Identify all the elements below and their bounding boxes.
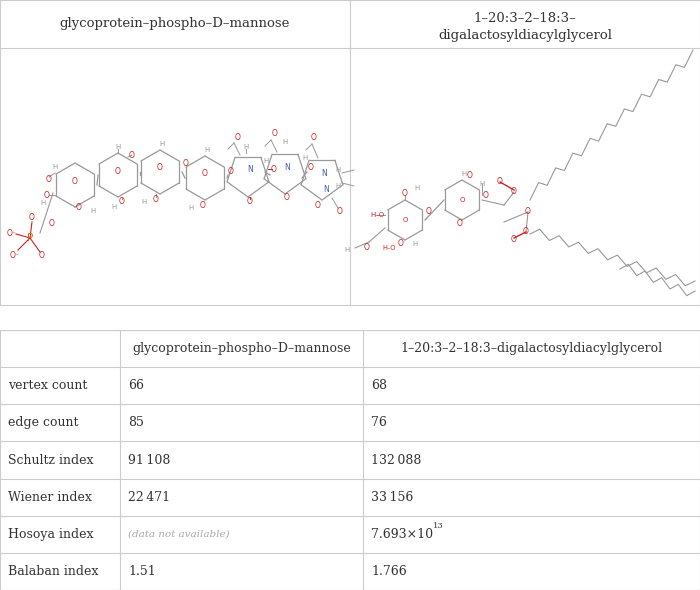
Text: O: O xyxy=(235,133,241,142)
Text: O: O xyxy=(426,208,432,217)
Text: H: H xyxy=(41,200,46,206)
Text: H: H xyxy=(480,181,484,187)
Text: digalactosyldiacylglycerol: digalactosyldiacylglycerol xyxy=(438,28,612,41)
Text: O: O xyxy=(119,196,125,205)
Text: H: H xyxy=(344,247,349,253)
Text: O: O xyxy=(483,191,489,199)
Text: H: H xyxy=(335,167,341,173)
Text: 85: 85 xyxy=(128,417,144,430)
Text: 1–20:3–2–18:3–: 1–20:3–2–18:3– xyxy=(474,11,576,25)
Text: H: H xyxy=(52,164,57,170)
Text: 1.51: 1.51 xyxy=(128,565,155,578)
Text: 91 108: 91 108 xyxy=(128,454,170,467)
Text: H: H xyxy=(335,183,341,189)
Text: O: O xyxy=(402,189,408,198)
Text: O: O xyxy=(523,228,529,237)
Text: Balaban index: Balaban index xyxy=(8,565,99,578)
Text: N: N xyxy=(284,162,290,172)
Text: H: H xyxy=(111,204,117,210)
Text: O: O xyxy=(467,172,473,181)
Text: edge count: edge count xyxy=(8,417,78,430)
Text: O: O xyxy=(200,201,206,209)
Text: O: O xyxy=(49,219,55,228)
Text: 33 156: 33 156 xyxy=(371,491,414,504)
Text: O: O xyxy=(402,217,407,223)
Text: O: O xyxy=(272,129,278,139)
Text: O: O xyxy=(44,191,50,199)
Text: H: H xyxy=(141,199,146,205)
Text: O: O xyxy=(46,175,52,183)
Text: O: O xyxy=(76,202,82,211)
Text: O: O xyxy=(157,163,163,172)
Text: 76: 76 xyxy=(371,417,387,430)
Text: O: O xyxy=(129,150,135,159)
Text: H: H xyxy=(244,144,248,150)
Text: N: N xyxy=(247,166,253,175)
Text: O: O xyxy=(459,197,465,203)
Text: O: O xyxy=(398,240,404,248)
Text: glycoprotein–phospho–D–mannose: glycoprotein–phospho–D–mannose xyxy=(132,342,351,355)
Text: Hosoya index: Hosoya index xyxy=(8,528,94,541)
Text: 13: 13 xyxy=(433,522,444,530)
Text: 1–20:3–2–18:3–digalactosyldiacylglycerol: 1–20:3–2–18:3–digalactosyldiacylglycerol xyxy=(400,342,663,355)
Text: O: O xyxy=(247,196,253,205)
Text: Wiener index: Wiener index xyxy=(8,491,92,504)
Text: 22 471: 22 471 xyxy=(128,491,170,504)
Text: O: O xyxy=(511,235,517,244)
Text: N: N xyxy=(323,185,329,195)
Text: (data not available): (data not available) xyxy=(128,530,230,539)
Text: O: O xyxy=(337,208,343,217)
Text: O: O xyxy=(228,168,234,176)
Text: O: O xyxy=(183,159,189,169)
Text: vertex count: vertex count xyxy=(8,379,88,392)
Text: H: H xyxy=(414,185,419,191)
Text: H: H xyxy=(90,208,96,214)
Text: 66: 66 xyxy=(128,379,144,392)
Text: P: P xyxy=(27,233,33,243)
Text: glycoprotein–phospho–D–mannose: glycoprotein–phospho–D–mannose xyxy=(60,18,290,31)
Text: 68: 68 xyxy=(371,379,387,392)
Text: O: O xyxy=(271,165,277,173)
Text: O: O xyxy=(364,244,370,253)
Text: 132 088: 132 088 xyxy=(371,454,421,467)
Text: H: H xyxy=(282,139,288,145)
Text: O⁻: O⁻ xyxy=(7,228,17,238)
Text: H: H xyxy=(116,144,120,150)
Text: H: H xyxy=(160,141,164,147)
Text: H: H xyxy=(412,241,418,247)
Text: O: O xyxy=(457,219,463,228)
Text: 1.766: 1.766 xyxy=(371,565,407,578)
Text: O: O xyxy=(315,201,321,209)
Text: H: H xyxy=(204,147,209,153)
Text: O: O xyxy=(525,208,531,217)
Text: O: O xyxy=(311,133,317,143)
Text: O: O xyxy=(153,195,159,204)
Text: O: O xyxy=(202,169,208,179)
Text: O: O xyxy=(308,162,314,172)
Text: H: H xyxy=(188,205,194,211)
Text: O⁻: O⁻ xyxy=(10,251,20,260)
Text: O: O xyxy=(284,194,290,202)
Text: O: O xyxy=(497,178,503,186)
Text: H: H xyxy=(302,155,307,161)
Text: H: H xyxy=(263,158,269,164)
Text: O: O xyxy=(115,166,121,175)
Text: H–O: H–O xyxy=(382,245,396,251)
Text: O: O xyxy=(29,214,35,222)
Text: 7.693×10: 7.693×10 xyxy=(371,528,433,541)
Text: N: N xyxy=(321,169,327,178)
Text: O: O xyxy=(511,188,517,196)
Text: H: H xyxy=(461,171,467,177)
Text: H–O: H–O xyxy=(370,212,384,218)
Text: O: O xyxy=(72,176,78,185)
Text: O: O xyxy=(39,251,45,261)
Text: Schultz index: Schultz index xyxy=(8,454,94,467)
